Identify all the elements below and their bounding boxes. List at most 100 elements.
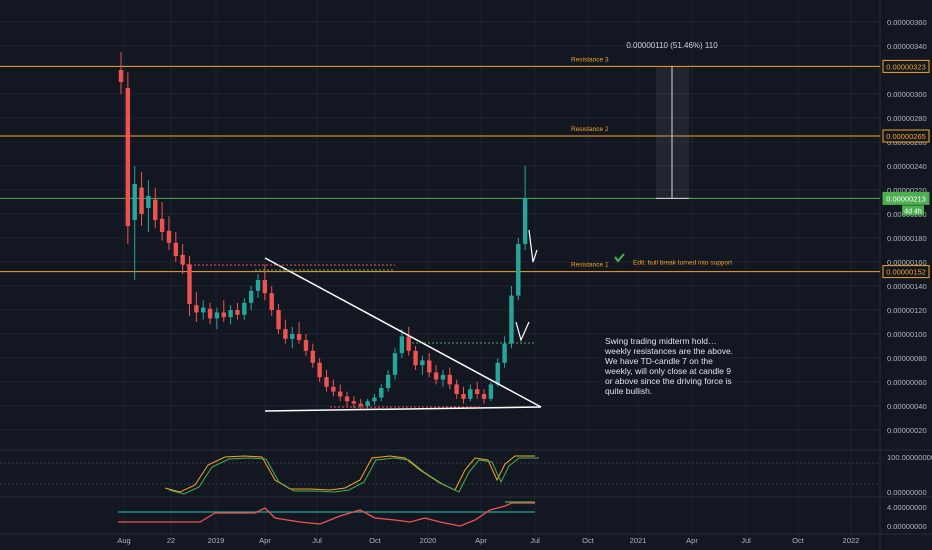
candle-body bbox=[427, 360, 432, 373]
countdown-tag bbox=[902, 205, 924, 216]
osc-line bbox=[164, 455, 535, 493]
breakout-mark bbox=[528, 229, 538, 263]
price-tick-label: 0.00000060 bbox=[887, 378, 927, 387]
candle-body bbox=[440, 374, 446, 380]
candle-body bbox=[255, 280, 261, 291]
candle-body bbox=[324, 377, 329, 387]
candle-body bbox=[132, 184, 137, 220]
candle-body bbox=[153, 199, 158, 220]
time-tick-label: Jul bbox=[741, 536, 751, 545]
level-label: Resistance 1 bbox=[571, 262, 609, 269]
candle-body bbox=[296, 334, 302, 340]
candle-body bbox=[283, 329, 288, 339]
candle-body bbox=[139, 187, 144, 214]
candle-body bbox=[118, 70, 124, 82]
candle-body bbox=[276, 310, 281, 330]
price-tag bbox=[882, 129, 930, 143]
candle-body bbox=[488, 384, 494, 399]
candle-body bbox=[475, 389, 480, 394]
candle-body bbox=[385, 374, 391, 388]
osc-tick-label: 0.00000000 bbox=[887, 488, 927, 497]
time-tick-label: 2021 bbox=[630, 536, 647, 545]
price-tick-label: 0.00000360 bbox=[887, 18, 927, 27]
candle-body bbox=[228, 310, 233, 318]
candle-body bbox=[166, 230, 172, 243]
candle-body bbox=[516, 244, 521, 296]
candle-body bbox=[317, 362, 322, 378]
candle-body bbox=[331, 386, 336, 392]
price-tick-label: 0.00000140 bbox=[887, 282, 927, 291]
time-tick-label: Oct bbox=[369, 536, 382, 545]
candle-body bbox=[379, 388, 384, 398]
price-tag bbox=[882, 59, 930, 73]
candle-body bbox=[365, 401, 370, 406]
check-icon bbox=[614, 253, 625, 263]
osc-line bbox=[168, 457, 539, 495]
candle-body bbox=[502, 343, 507, 363]
price-tick-label: 0.00000280 bbox=[887, 114, 927, 123]
price-tick-label: 0.00000240 bbox=[887, 162, 927, 171]
candle-body bbox=[372, 397, 377, 402]
price-tag-label: 0.00000323 bbox=[886, 62, 926, 71]
candle-body bbox=[248, 290, 254, 303]
price-tick-label: 0.00000340 bbox=[887, 42, 927, 51]
price-tick-label: 0.00000120 bbox=[887, 306, 927, 315]
candle-body bbox=[221, 312, 226, 318]
ind2-tick-label: 0.00000000 bbox=[887, 522, 927, 531]
time-tick-label: 2019 bbox=[208, 536, 225, 545]
time-tick-label: Oct bbox=[792, 536, 805, 545]
time-tick-label: 2022 bbox=[843, 536, 860, 545]
candle-body bbox=[242, 302, 247, 315]
price-tick-label: 0.00000100 bbox=[887, 330, 927, 339]
current-price-label: 0.00000213 bbox=[886, 194, 926, 203]
countdown-label: 4d 4h bbox=[904, 208, 922, 215]
time-tick-label: Jul bbox=[312, 536, 322, 545]
candle-body bbox=[125, 88, 131, 226]
trendline-lower bbox=[264, 406, 542, 412]
candle-body bbox=[509, 295, 514, 344]
candle-body bbox=[351, 401, 357, 404]
trendline-upper bbox=[264, 257, 542, 408]
measure-label: 0.00000110 (51.46%) 110 bbox=[626, 41, 718, 50]
candle-body bbox=[269, 293, 274, 310]
time-tick-label: Apr bbox=[686, 536, 698, 545]
price-tick-label: 0.00000040 bbox=[887, 402, 927, 411]
candle-body bbox=[344, 396, 350, 402]
candle-body bbox=[433, 372, 439, 380]
candle-body bbox=[522, 198, 528, 244]
candle-body bbox=[495, 362, 500, 385]
time-tick-label: Jul bbox=[530, 536, 540, 545]
candle-body bbox=[262, 280, 268, 294]
ind2-tick-label: 4.00000000 bbox=[887, 503, 927, 512]
time-tick-label: 22 bbox=[167, 536, 175, 545]
price-tag-label: 0.00000152 bbox=[886, 268, 926, 277]
candle-body bbox=[180, 254, 185, 265]
price-tick-label: 0.00000160 bbox=[887, 258, 927, 267]
price-tag-label: 0.00000265 bbox=[886, 132, 926, 141]
time-tick-label: 2020 bbox=[420, 536, 437, 545]
price-tick-label: 0.00000180 bbox=[887, 234, 927, 243]
breakout-mark bbox=[515, 321, 530, 342]
candle-body bbox=[159, 218, 165, 232]
resistance1-note: Edit: bull break turned into support bbox=[633, 260, 732, 267]
time-tick-label: Apr bbox=[259, 536, 271, 545]
price-tick-label: 0.00000300 bbox=[887, 90, 927, 99]
candle-body bbox=[214, 312, 220, 319]
candle-body bbox=[310, 350, 315, 363]
candle-body bbox=[358, 403, 363, 406]
candle-body bbox=[447, 374, 452, 385]
candle-body bbox=[303, 340, 309, 351]
candle-body bbox=[235, 310, 240, 315]
ind2-line bbox=[118, 502, 535, 527]
price-tick-label: 0.00000220 bbox=[887, 186, 927, 195]
candle-body bbox=[338, 391, 343, 397]
price-tag bbox=[882, 265, 930, 279]
level-label: Resistance 3 bbox=[571, 56, 609, 63]
candle-body bbox=[194, 305, 199, 313]
candle-body bbox=[187, 264, 192, 304]
candle-body bbox=[399, 336, 405, 354]
candle-body bbox=[201, 307, 206, 313]
candle-body bbox=[420, 360, 425, 366]
